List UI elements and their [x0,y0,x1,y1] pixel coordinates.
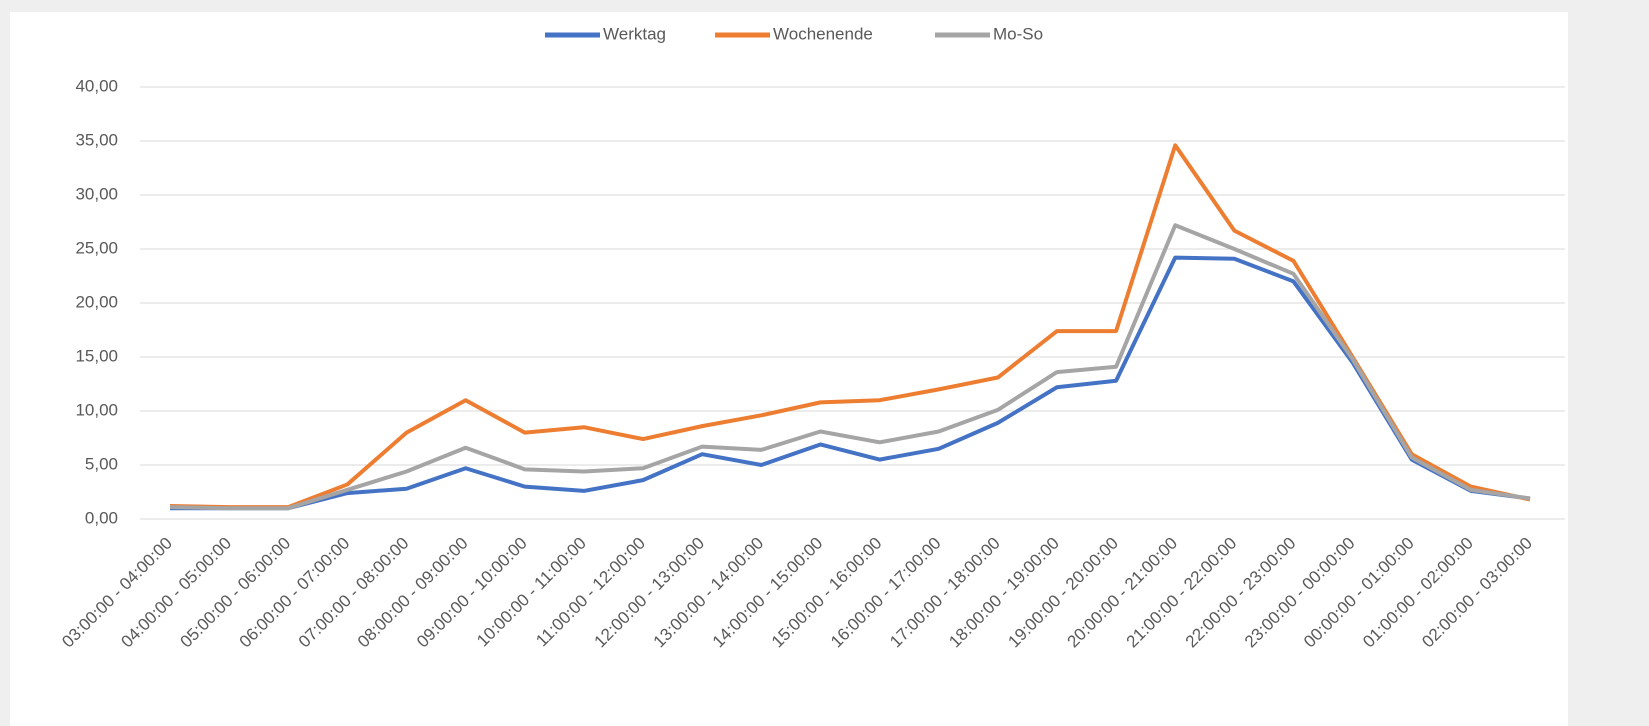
y-tick-label: 20,00 [75,292,118,311]
y-tick-label: 15,00 [75,346,118,365]
series-line [170,255,1531,511]
y-tick-label: 10,00 [75,400,118,419]
y-tick-label: 40,00 [75,76,118,95]
y-tick-label: 35,00 [75,130,118,149]
y-tick-label: 5,00 [85,454,118,473]
legend-label: Wochenende [773,24,873,43]
legend-label: Mo-So [993,24,1043,43]
y-tick-label: 25,00 [75,238,118,257]
series-line [169,143,1531,510]
y-tick-label: 0,00 [85,508,118,527]
y-tick-label: 30,00 [75,184,118,203]
legend-label: Werktag [603,24,666,43]
chart-panel [10,12,1568,726]
series-line [169,223,1531,511]
